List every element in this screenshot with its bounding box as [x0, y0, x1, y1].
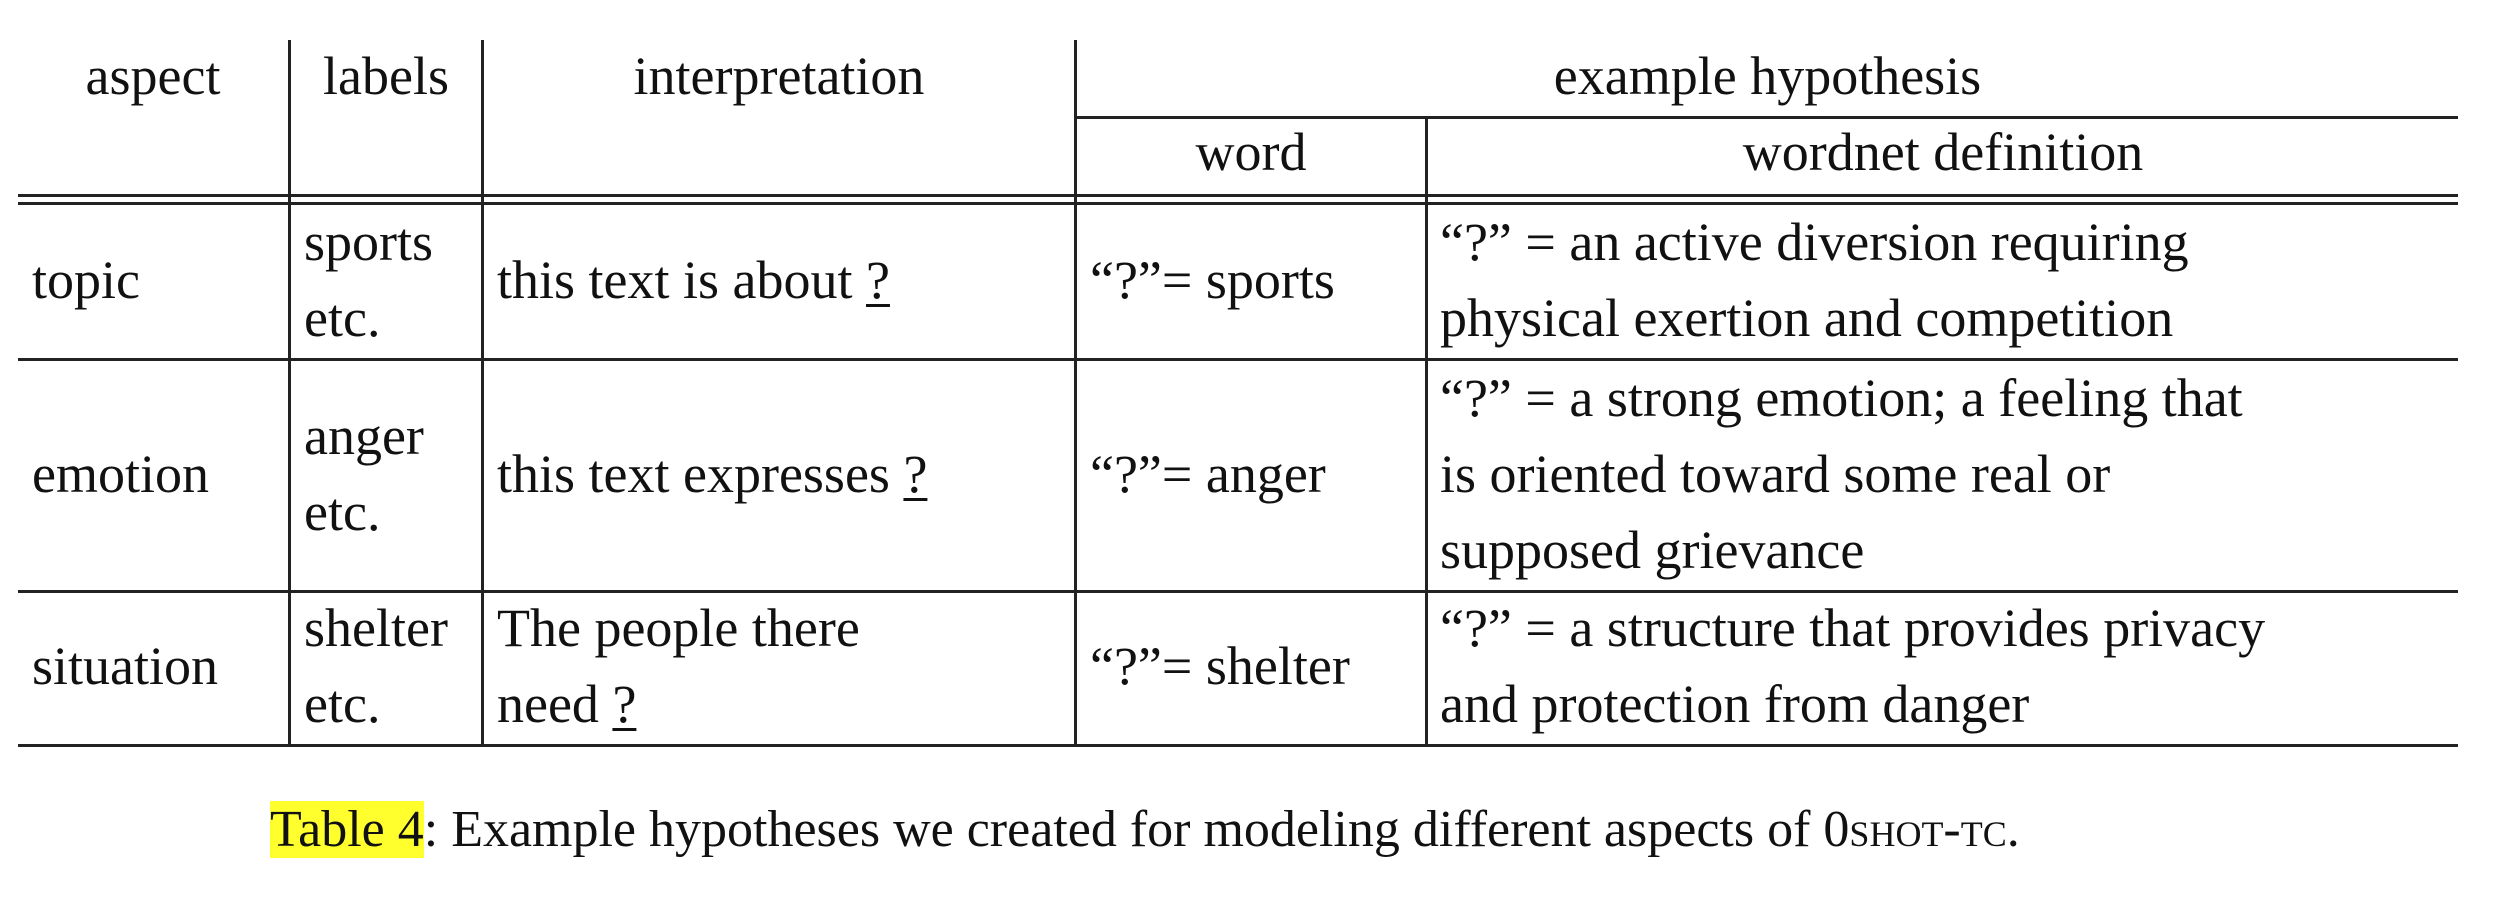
row2-aspect: emotion	[32, 444, 209, 504]
row3-labels: shelter etc.	[304, 590, 448, 742]
row3-word: “?”= shelter	[1090, 636, 1350, 696]
row3-interp-text: The people there	[497, 598, 860, 658]
row3-interp-line: need ?	[497, 666, 860, 742]
caption-label[interactable]: Table 4	[270, 801, 424, 858]
vline-3	[1074, 40, 1077, 747]
row2-definition: “?” = a strong emotion; a feeling that i…	[1440, 360, 2243, 588]
vline-4	[1425, 116, 1428, 747]
row1-label-line: etc.	[304, 288, 381, 348]
row1-interp-placeholder: ?	[865, 250, 890, 310]
row1-labels: sports etc.	[304, 204, 433, 356]
row3-label-line: etc.	[304, 674, 381, 734]
row2-label-line: anger	[304, 406, 424, 466]
hline-row1	[18, 358, 2458, 361]
header-example-hypothesis: example hypothesis	[1553, 46, 1982, 106]
row2-interp-text: this text expresses	[497, 444, 904, 504]
row1-interpretation: this text is about ?	[497, 242, 890, 318]
row2-def-line: is oriented toward some real or	[1440, 444, 2111, 504]
hline-header-double-b	[18, 202, 2458, 205]
hline-bottom	[18, 744, 2458, 747]
caption-name-prefix: 0	[1823, 801, 1850, 858]
row2-def-line: supposed grievance	[1440, 520, 1865, 580]
vline-1	[288, 40, 291, 747]
caption-text: : Example hypotheses we created for mode…	[423, 801, 1824, 858]
row1-def-line: “?” = an active diversion requiring	[1440, 212, 2189, 272]
row1-def-line: physical exertion and competition	[1440, 288, 2174, 348]
caption-end: .	[2006, 801, 2020, 858]
row2-labels: anger etc.	[304, 398, 424, 550]
row2-def-line: “?” = a strong emotion; a feeling that	[1440, 368, 2243, 428]
row3-interpretation: The people there need ?	[497, 590, 860, 742]
row1-aspect: topic	[32, 250, 140, 310]
row3-interp-line: The people there	[497, 590, 860, 666]
row1-label-line: sports	[304, 212, 434, 272]
header-wordnet-definition: wordnet definition	[1742, 122, 2144, 182]
row2-interpretation: this text expresses ?	[497, 436, 927, 512]
row1-definition: “?” = an active diversion requiring phys…	[1440, 204, 2189, 356]
row3-interp-placeholder: ?	[612, 674, 637, 734]
row1-interp-text: this text is about	[497, 250, 866, 310]
row3-definition: “?” = a structure that provides privacy …	[1440, 590, 2265, 742]
row2-interp-placeholder: ?	[903, 444, 928, 504]
hline-header-double-a	[18, 194, 2458, 197]
header-word: word	[1195, 122, 1307, 182]
row2-word: “?”= anger	[1090, 444, 1326, 504]
row3-def-line: “?” = a structure that provides privacy	[1440, 598, 2266, 658]
row3-aspect: situation	[32, 636, 218, 696]
hline-example-hyp-under	[1075, 116, 2458, 119]
hline-row2	[18, 590, 2458, 593]
table-caption: Table 4: Example hypotheses we created f…	[270, 792, 2020, 868]
header-interpretation: interpretation	[633, 46, 925, 106]
row3-label-line: shelter	[304, 598, 448, 658]
hypotheses-table: aspect labels interpretation example hyp…	[18, 40, 2458, 747]
row3-def-line: and protection from danger	[1440, 674, 2030, 734]
row2-label-line: etc.	[304, 482, 381, 542]
row1-word: “?”= sports	[1090, 250, 1335, 310]
header-labels: labels	[323, 46, 449, 106]
vline-2	[481, 40, 484, 747]
header-aspect: aspect	[85, 46, 221, 106]
row3-interp-text: need	[497, 674, 613, 734]
caption-name-smallcaps: shot-tc	[1849, 801, 2007, 858]
